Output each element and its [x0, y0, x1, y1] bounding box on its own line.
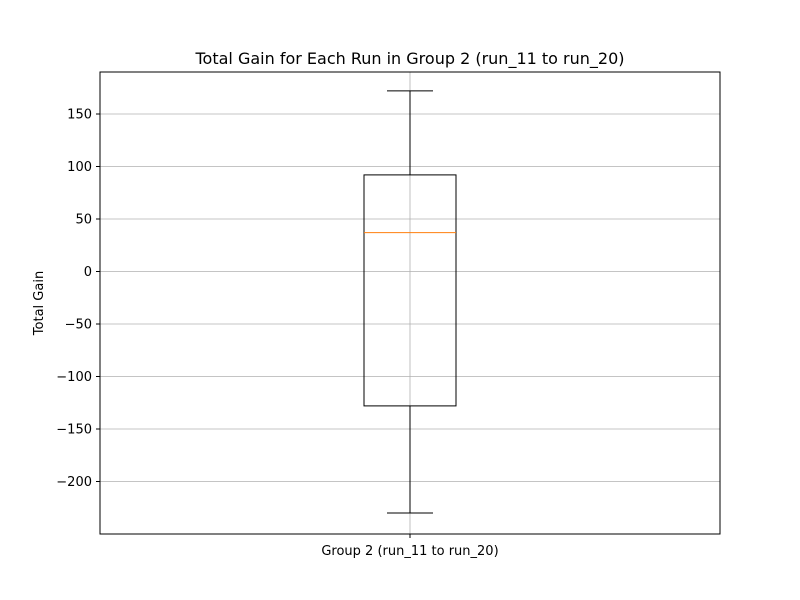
y-axis-ticks: −200 −150 −100 −50 0 50 100 150 [56, 108, 100, 490]
y-tick-label: −150 [56, 423, 92, 438]
y-tick-label: 0 [84, 265, 92, 280]
y-tick-label: 100 [67, 160, 92, 175]
iqr-box [363, 174, 457, 407]
x-axis-ticks: Group 2 (run_11 to run_20) [321, 534, 499, 559]
y-axis-label: Total Gain [32, 271, 47, 336]
x-tick-label: Group 2 (run_11 to run_20) [321, 544, 498, 559]
chart-title: Total Gain for Each Run in Group 2 (run_… [194, 49, 624, 69]
y-tick-label: 50 [75, 213, 92, 228]
grid-lines [100, 72, 720, 534]
y-tick-label: −200 [56, 475, 92, 490]
y-tick-label: −100 [56, 370, 92, 385]
y-tick-label: −50 [65, 318, 92, 333]
box-elements [363, 90, 457, 514]
y-tick-label: 150 [67, 108, 92, 123]
